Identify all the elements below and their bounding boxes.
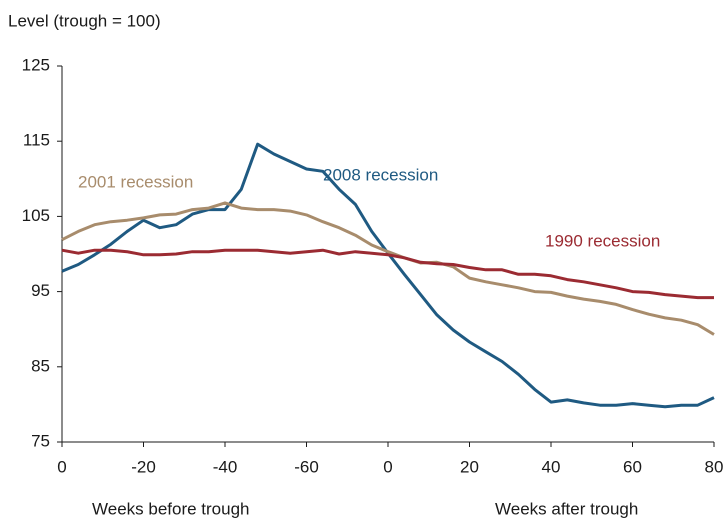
annotation: 1990 recession [545, 231, 660, 250]
y-tick-label: 105 [22, 206, 50, 225]
x-tick-label: 0 [57, 457, 66, 476]
annotation: 2008 recession [323, 165, 438, 184]
y-tick-label: 125 [22, 55, 50, 74]
series-line [61, 248, 714, 300]
y-tick-label: 95 [31, 281, 50, 300]
x-tick-label: 80 [705, 457, 724, 476]
x-tick-label: 20 [460, 457, 479, 476]
x-tick-label: -40 [213, 457, 238, 476]
x-axis-label: Weeks after trough [495, 499, 638, 518]
y-tick-label: 75 [31, 431, 50, 450]
x-tick-label: -60 [294, 457, 319, 476]
series-line [61, 201, 715, 336]
x-tick-label: 60 [623, 457, 642, 476]
y-tick-label: 115 [23, 131, 50, 150]
x-tick-label: 40 [542, 457, 561, 476]
x-axis-label: Weeks before trough [92, 499, 250, 518]
x-tick-label: 0 [383, 457, 392, 476]
y-tick-label: 85 [31, 356, 50, 375]
y-axis-label: Level (trough = 100) [8, 11, 161, 30]
annotation: 2001 recession [78, 172, 193, 191]
x-tick-label: -20 [131, 457, 156, 476]
